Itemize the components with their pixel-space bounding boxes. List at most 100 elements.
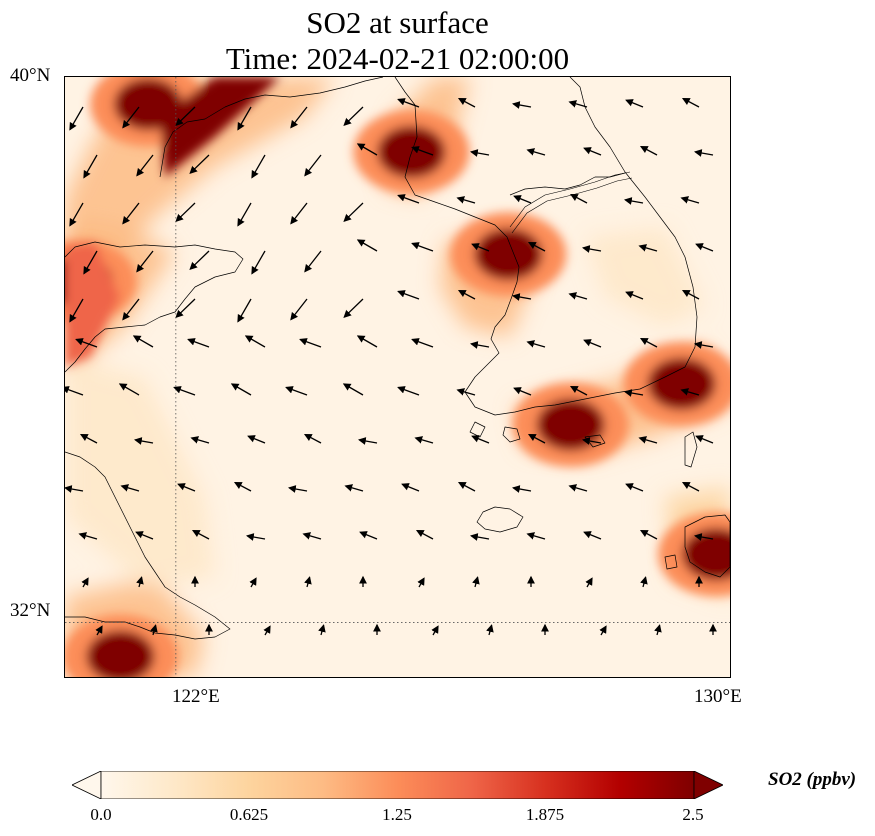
map-title: SO2 at surface [306, 5, 489, 40]
wind-arrow [680, 196, 700, 204]
wind-arrow [511, 101, 532, 109]
wind-arrow [568, 484, 588, 492]
wind-arrow [318, 624, 326, 636]
wind-arrow [639, 337, 658, 348]
wind-arrow [136, 154, 154, 177]
wind-arrow [599, 625, 607, 636]
wind-arrow [625, 483, 644, 492]
wind-arrow [469, 533, 490, 541]
wind-arrow [150, 624, 158, 636]
wind-arrow [411, 146, 434, 156]
wind-arrow [472, 576, 480, 588]
so2-hotspot-core-6 [682, 528, 730, 581]
wind-arrow [122, 202, 140, 225]
so2-plume-8 [65, 357, 215, 587]
wind-arrow [486, 624, 494, 636]
so2-map-panel [64, 76, 731, 678]
wind-arrow [639, 145, 658, 156]
wind-arrow [623, 197, 644, 205]
wind-arrow [583, 147, 602, 156]
wind-arrow [304, 576, 312, 588]
wind-arrow [173, 386, 196, 396]
wind-arrow [251, 250, 266, 275]
colorbar-tick-0: 0.0 [90, 805, 112, 824]
wind-arrow [411, 242, 434, 252]
wind-arrow [417, 577, 425, 588]
wind-arrow [526, 148, 546, 156]
wind-arrow [79, 433, 98, 444]
wind-arrow [304, 154, 322, 177]
wind-arrow [583, 531, 602, 540]
wind-arrow [640, 576, 648, 588]
wind-arrow [513, 195, 532, 204]
coastline-layer [65, 77, 730, 640]
wind-arrow [511, 293, 532, 301]
wind-arrow [344, 484, 364, 492]
wind-arrow [357, 437, 378, 445]
so2-band-shandong [65, 242, 120, 367]
lon-label-right: 130°E [694, 686, 742, 707]
lat-label-top: 40°N [10, 65, 51, 86]
wind-arrow [95, 625, 103, 636]
lon-label-left: 122°E [172, 686, 220, 707]
so2-hotspot-core-1 [377, 126, 446, 178]
border-line-a [509, 171, 631, 228]
wind-arrow [237, 298, 252, 323]
wind-arrow [623, 389, 644, 397]
wind-arrow [191, 529, 210, 540]
wind-arrow [415, 529, 434, 540]
colorbar-tick-2: 1.25 [382, 805, 412, 824]
wind-arrow [397, 290, 420, 300]
wind-arrow [456, 388, 476, 396]
coastline-3 [65, 241, 244, 373]
wind-arrow [568, 292, 588, 300]
so2-hotspot-core-3 [474, 228, 543, 281]
wind-arrow [457, 481, 476, 492]
colorbar [72, 771, 723, 799]
wind-arrow [290, 106, 308, 129]
colorbar-extend-low [72, 771, 102, 799]
wind-arrow [83, 154, 98, 179]
wind-arrow [681, 289, 700, 300]
wind-arrow [189, 250, 210, 270]
wind-arrow [190, 436, 210, 444]
lat-label-bottom: 32°N [10, 600, 51, 621]
wind-arrow [65, 485, 84, 493]
wind-arrow [359, 531, 378, 540]
wind-arrow [132, 335, 154, 348]
coastline-5 [476, 506, 524, 533]
wind-arrow [230, 383, 252, 396]
wind-arrow [287, 485, 308, 493]
coastline-0 [159, 77, 384, 178]
wind-arrow [343, 202, 364, 222]
coastline-1 [394, 77, 698, 416]
wind-arrow [681, 481, 700, 492]
wind-arrow [83, 250, 98, 275]
wind-arrow [237, 106, 252, 131]
wind-arrow [303, 433, 322, 444]
wind-arrow [177, 483, 196, 492]
so2-hotspot-core-4 [536, 398, 605, 451]
wind-arrow [122, 106, 140, 129]
wind-arrow [118, 383, 140, 396]
wind-arrow [680, 388, 700, 396]
coastline-9 [502, 426, 521, 443]
wind-arrow [457, 97, 476, 108]
wind-arrow [469, 149, 490, 157]
wind-arrow [639, 529, 658, 540]
wind-arrow [527, 241, 546, 252]
colorbar-tick-3: 1.875 [525, 805, 565, 824]
wind-arrow [175, 202, 196, 222]
wind-arrow [397, 98, 420, 108]
wind-arrow [695, 243, 714, 252]
so2-hotspot-core-5 [647, 357, 716, 410]
wind-arrow [247, 435, 266, 444]
wind-arrow [233, 481, 252, 492]
wind-arrow [581, 245, 602, 253]
coastline-2 [509, 172, 626, 196]
colorbar-tick-1: 0.625 [229, 805, 269, 824]
wind-arrow [136, 576, 144, 588]
wind-arrow [414, 436, 434, 444]
colorbar-tick-4: 2.5 [682, 805, 704, 824]
wind-arrow [469, 341, 490, 349]
